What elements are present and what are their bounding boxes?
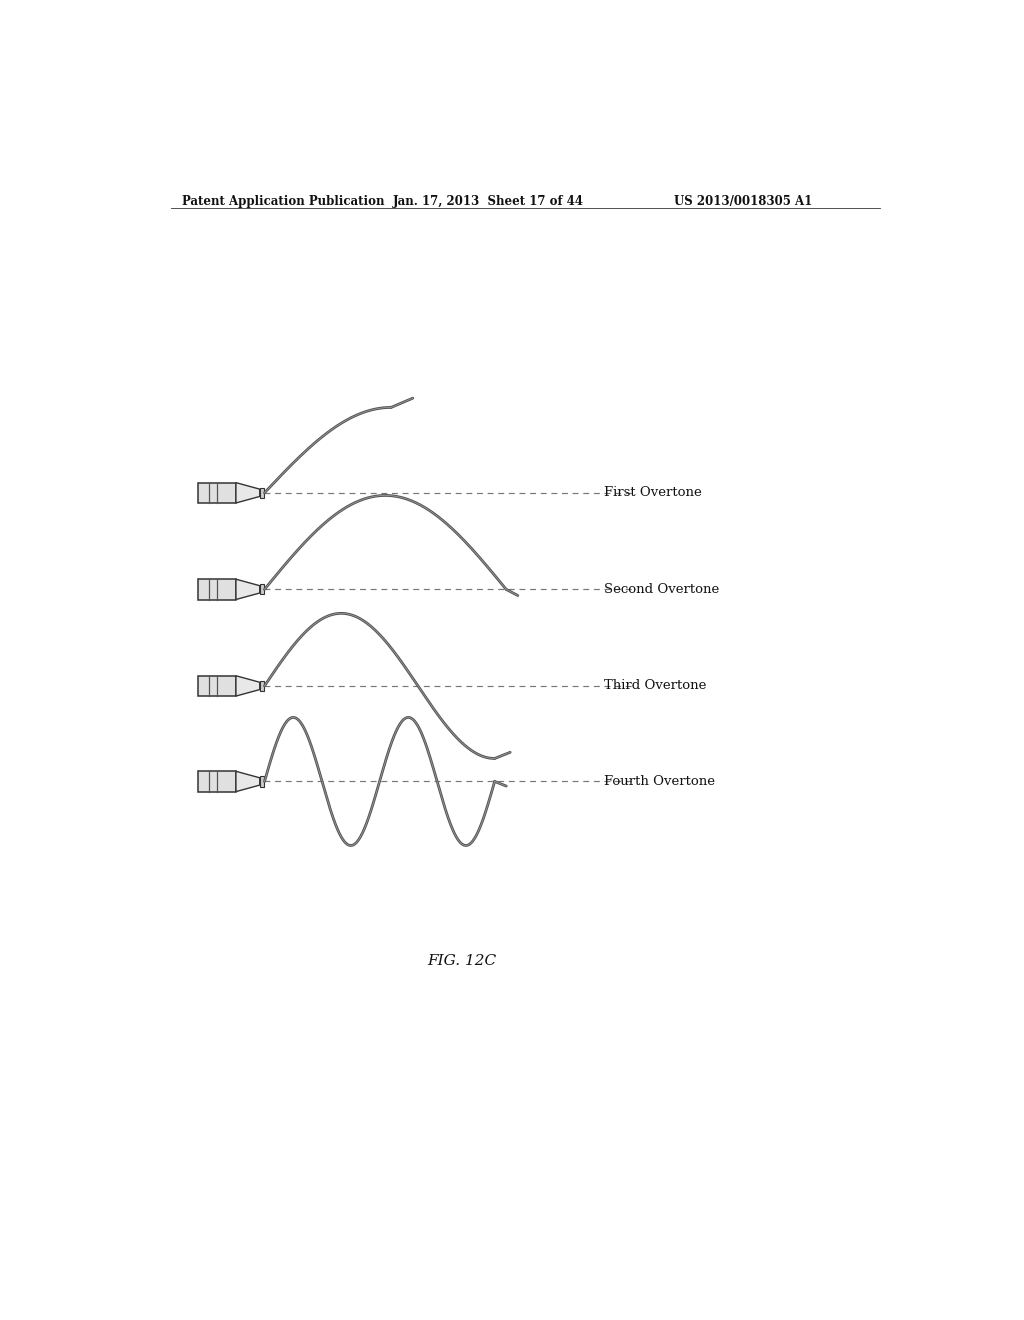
FancyBboxPatch shape xyxy=(198,771,236,792)
FancyBboxPatch shape xyxy=(260,487,264,498)
FancyBboxPatch shape xyxy=(260,681,264,690)
Text: Patent Application Publication: Patent Application Publication xyxy=(182,194,385,207)
FancyBboxPatch shape xyxy=(198,676,236,696)
FancyBboxPatch shape xyxy=(260,776,264,787)
Polygon shape xyxy=(236,771,260,792)
FancyBboxPatch shape xyxy=(260,585,264,594)
Polygon shape xyxy=(236,579,260,599)
Polygon shape xyxy=(236,483,260,503)
Text: Jan. 17, 2013  Sheet 17 of 44: Jan. 17, 2013 Sheet 17 of 44 xyxy=(393,194,584,207)
FancyBboxPatch shape xyxy=(198,483,236,503)
Text: US 2013/0018305 A1: US 2013/0018305 A1 xyxy=(675,194,813,207)
Text: Third Overtone: Third Overtone xyxy=(604,680,707,693)
Text: Fourth Overtone: Fourth Overtone xyxy=(604,775,715,788)
Text: Second Overtone: Second Overtone xyxy=(604,583,720,595)
Text: First Overtone: First Overtone xyxy=(604,486,701,499)
FancyBboxPatch shape xyxy=(198,579,236,599)
Text: FIG. 12C: FIG. 12C xyxy=(427,954,496,969)
Polygon shape xyxy=(236,676,260,696)
